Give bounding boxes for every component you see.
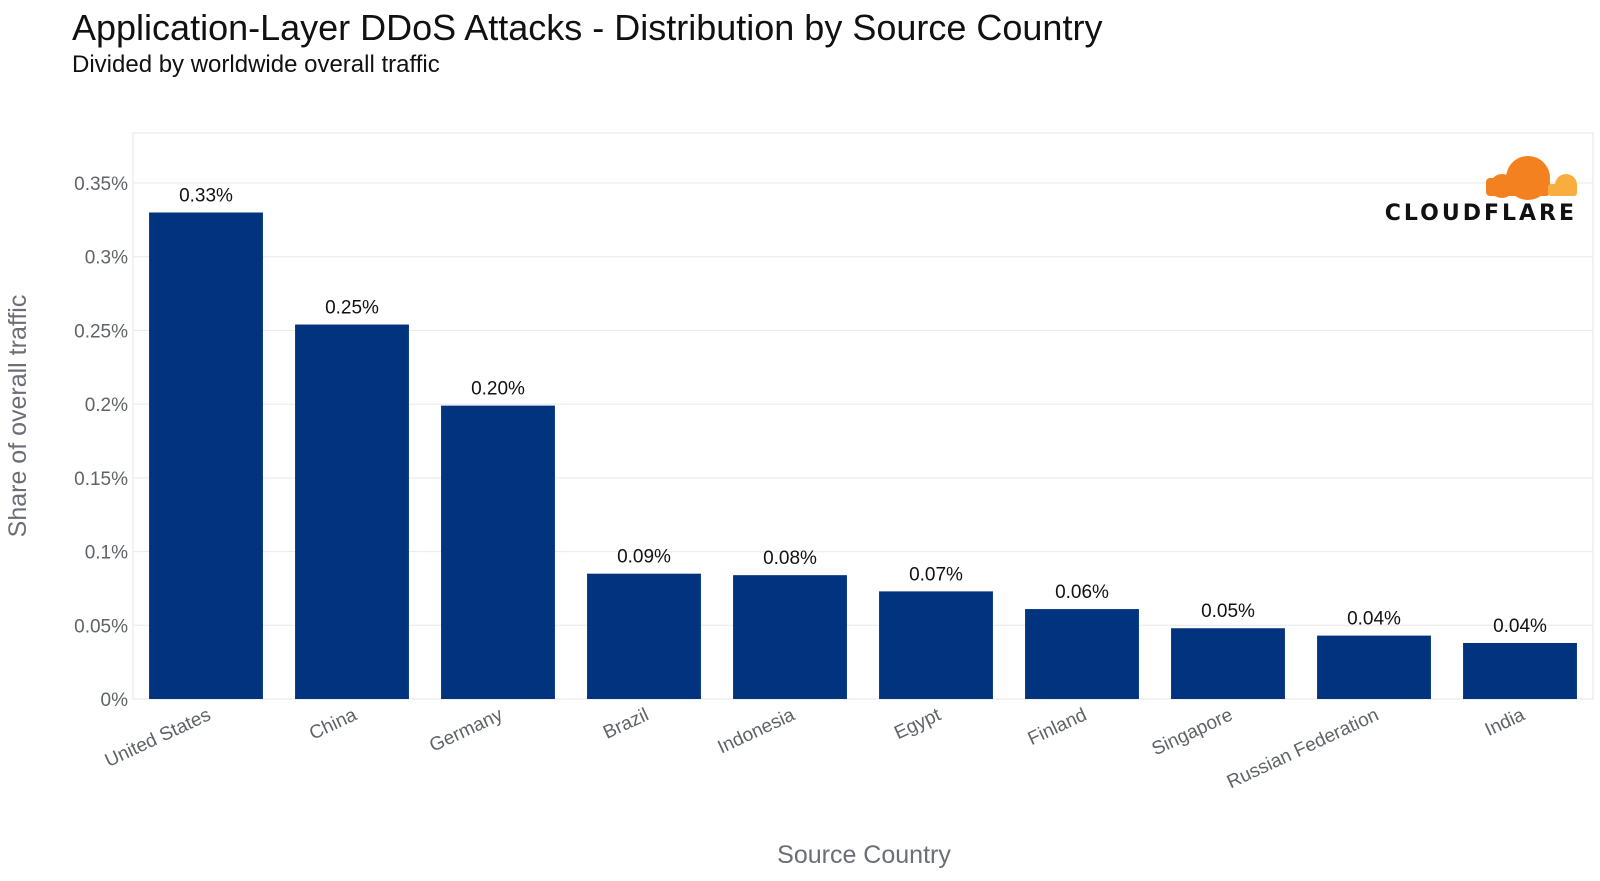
x-tick-label: Germany (426, 704, 506, 756)
bar-value-label: 0.04% (1347, 609, 1401, 630)
x-tick-label: Finland (1025, 704, 1090, 749)
bar (441, 405, 555, 699)
bar (733, 575, 847, 699)
y-axis-ticks: 0% 0.05% 0.1% 0.15% 0.2% 0.25% 0.3% 0.35% (74, 174, 128, 711)
y-tick-label: 0.05% (74, 616, 128, 637)
cloud-icon (1486, 156, 1577, 200)
y-tick-label: 0.15% (74, 469, 128, 490)
y-tick-label: 0.2% (85, 395, 128, 416)
bar-value-label: 0.08% (763, 548, 817, 569)
y-tick-label: 0.1% (85, 543, 128, 564)
bar-value-label: 0.20% (471, 379, 525, 400)
y-tick-label: 0.35% (74, 174, 128, 195)
bar (1463, 642, 1577, 699)
bars (149, 212, 1577, 699)
chart-title: Application-Layer DDoS Attacks - Distrib… (72, 7, 1102, 48)
x-tick-label: Brazil (600, 704, 652, 743)
y-axis-title: Share of overall traffic (4, 295, 32, 538)
x-tick-label: India (1482, 704, 1529, 741)
chart-subtitle: Divided by worldwide overall traffic (72, 51, 440, 78)
bar (587, 573, 701, 699)
y-tick-label: 0.25% (74, 321, 128, 342)
x-axis-ticks: United States China Germany Brazil Indonesia… (102, 704, 1529, 793)
bar (149, 212, 263, 699)
x-tick-label: China (306, 704, 360, 744)
bar (1171, 628, 1285, 699)
bar (1025, 609, 1139, 699)
bar-value-label: 0.07% (909, 564, 963, 585)
bar (295, 324, 409, 699)
bar-value-label: 0.04% (1493, 616, 1547, 637)
bar-value-label: 0.25% (325, 298, 379, 319)
cloudflare-logo: CLOUDFLARE (1385, 156, 1577, 226)
x-tick-label: Singapore (1149, 704, 1236, 760)
data-labels: 0.33% 0.25% 0.20% 0.09% 0.08% 0.07% 0.06% 0.05%… (179, 185, 1547, 636)
bar (1317, 635, 1431, 699)
bar-value-label: 0.09% (617, 547, 671, 568)
logo-text: CLOUDFLARE (1385, 201, 1577, 226)
x-tick-label: United States (102, 704, 214, 771)
bar-value-label: 0.05% (1201, 601, 1255, 622)
bar (879, 591, 993, 699)
x-axis-title: Source Country (777, 841, 951, 869)
y-tick-label: 0.3% (85, 248, 128, 269)
bar-value-label: 0.33% (179, 185, 233, 206)
x-tick-label: Indonesia (715, 704, 799, 758)
bar-value-label: 0.06% (1055, 582, 1109, 603)
y-tick-label: 0% (101, 690, 129, 711)
x-tick-label: Egypt (891, 704, 945, 744)
x-tick-label: Russian Federation (1224, 704, 1382, 793)
